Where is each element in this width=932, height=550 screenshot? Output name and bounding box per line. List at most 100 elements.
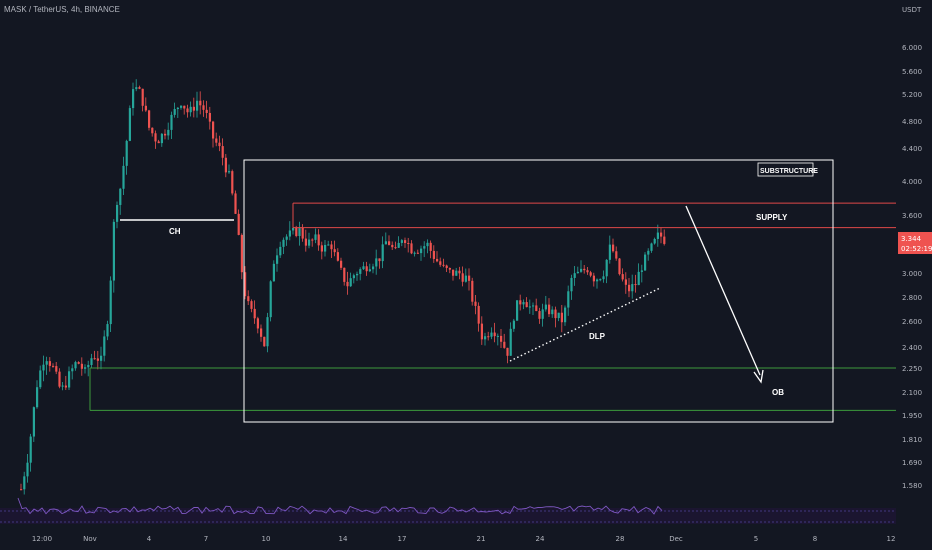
candle-body (272, 263, 275, 282)
candle-body (580, 268, 583, 272)
candle-body (48, 361, 51, 366)
candle-body (583, 268, 586, 271)
projection-arrow (685, 205, 761, 376)
x-tick-label: 21 (477, 535, 486, 543)
candle-body (266, 317, 269, 347)
candle-body (164, 133, 167, 136)
candle-body (596, 279, 599, 282)
x-tick-label: 17 (398, 535, 407, 543)
candle-body (183, 105, 186, 109)
candle-body (490, 332, 493, 337)
price-axis[interactable]: USDT 6.000 5.600 5.200 4.800 4.400 4.000 3.600… (902, 6, 922, 490)
candle-body (404, 240, 407, 244)
candle-body (205, 109, 208, 113)
x-tick-label: 24 (536, 535, 545, 543)
dlp-trendline (509, 287, 661, 362)
candle-body (400, 240, 403, 243)
candle-body (221, 146, 224, 158)
candle-body (144, 105, 147, 111)
candle-body (650, 243, 653, 251)
candles (20, 79, 666, 495)
candle-body (42, 364, 45, 371)
candle-body (557, 312, 560, 319)
candle-body (663, 236, 666, 244)
candle-body (282, 239, 285, 247)
currency-label: USDT (902, 6, 922, 14)
candle-body (125, 140, 128, 166)
candle-body (599, 279, 602, 281)
candle-body (301, 227, 304, 239)
candle-body (55, 366, 58, 372)
candle-body (458, 270, 461, 274)
candle-body (503, 341, 506, 348)
candle-body (653, 238, 656, 244)
candle-body (548, 304, 551, 315)
candle-body (496, 335, 499, 337)
candle-body (68, 371, 71, 388)
candle-body (352, 275, 355, 279)
candle-body (224, 157, 227, 173)
rsi-band (0, 508, 896, 524)
candle-body (637, 271, 640, 286)
zones (89, 159, 896, 423)
candle-body (436, 258, 439, 262)
candle-body (93, 358, 96, 360)
candle-body (256, 318, 259, 329)
candle-body (215, 138, 218, 143)
candle-body (477, 305, 480, 324)
candle-body (554, 309, 557, 319)
candle-body (285, 236, 288, 240)
candle-body (391, 244, 394, 248)
candle-body (660, 232, 663, 237)
candle-body (346, 281, 349, 287)
time-axis[interactable]: 12:00 Nov 4 7 10 14 17 21 24 28 Dec 5 8 12 (32, 535, 896, 543)
candle-body (612, 244, 615, 252)
candle-body (269, 281, 272, 318)
candle-body (87, 364, 90, 368)
candle-body (455, 270, 458, 276)
candle-body (426, 242, 429, 247)
last-price-tag: 3.344 02:52:19 (898, 232, 932, 254)
candle-body (173, 109, 176, 115)
candle-body (445, 265, 448, 269)
candle-body (45, 361, 48, 365)
candle-body (176, 107, 179, 110)
candle-body (228, 171, 231, 173)
candle-body (52, 365, 55, 367)
x-tick-label: 5 (754, 535, 758, 543)
candle-body (23, 476, 26, 490)
y-tick-label: 2.800 (902, 294, 922, 302)
candle-body (372, 266, 375, 270)
candle-body (157, 141, 160, 144)
candle-body (381, 244, 384, 262)
candle-body (512, 320, 515, 329)
candle-body (250, 301, 253, 309)
candle-body (378, 258, 381, 262)
candle-body (506, 347, 509, 356)
ob-label: OB (772, 388, 784, 397)
candle-body (314, 234, 317, 240)
candle-body (330, 244, 333, 250)
x-tick-label: 14 (339, 535, 348, 543)
candle-body (109, 280, 112, 325)
candle-body (71, 368, 74, 372)
candle-body (292, 227, 295, 231)
candle-body (240, 234, 243, 273)
candle-body (141, 88, 144, 106)
candle-body (356, 273, 359, 276)
candle-body (135, 87, 138, 90)
candle-body (32, 407, 35, 437)
candle-body (311, 239, 314, 241)
candle-body (589, 272, 592, 276)
candle-body (333, 249, 336, 253)
candle-body (522, 302, 525, 305)
candle-body (624, 279, 627, 285)
ch-label: CH (169, 227, 181, 236)
candle-body (628, 284, 631, 292)
candle-body (244, 272, 247, 297)
candle-body (186, 108, 189, 113)
candle-body (618, 258, 621, 275)
substructure-label: SUBSTRUCTURE (760, 168, 818, 175)
candle-body (384, 241, 387, 245)
